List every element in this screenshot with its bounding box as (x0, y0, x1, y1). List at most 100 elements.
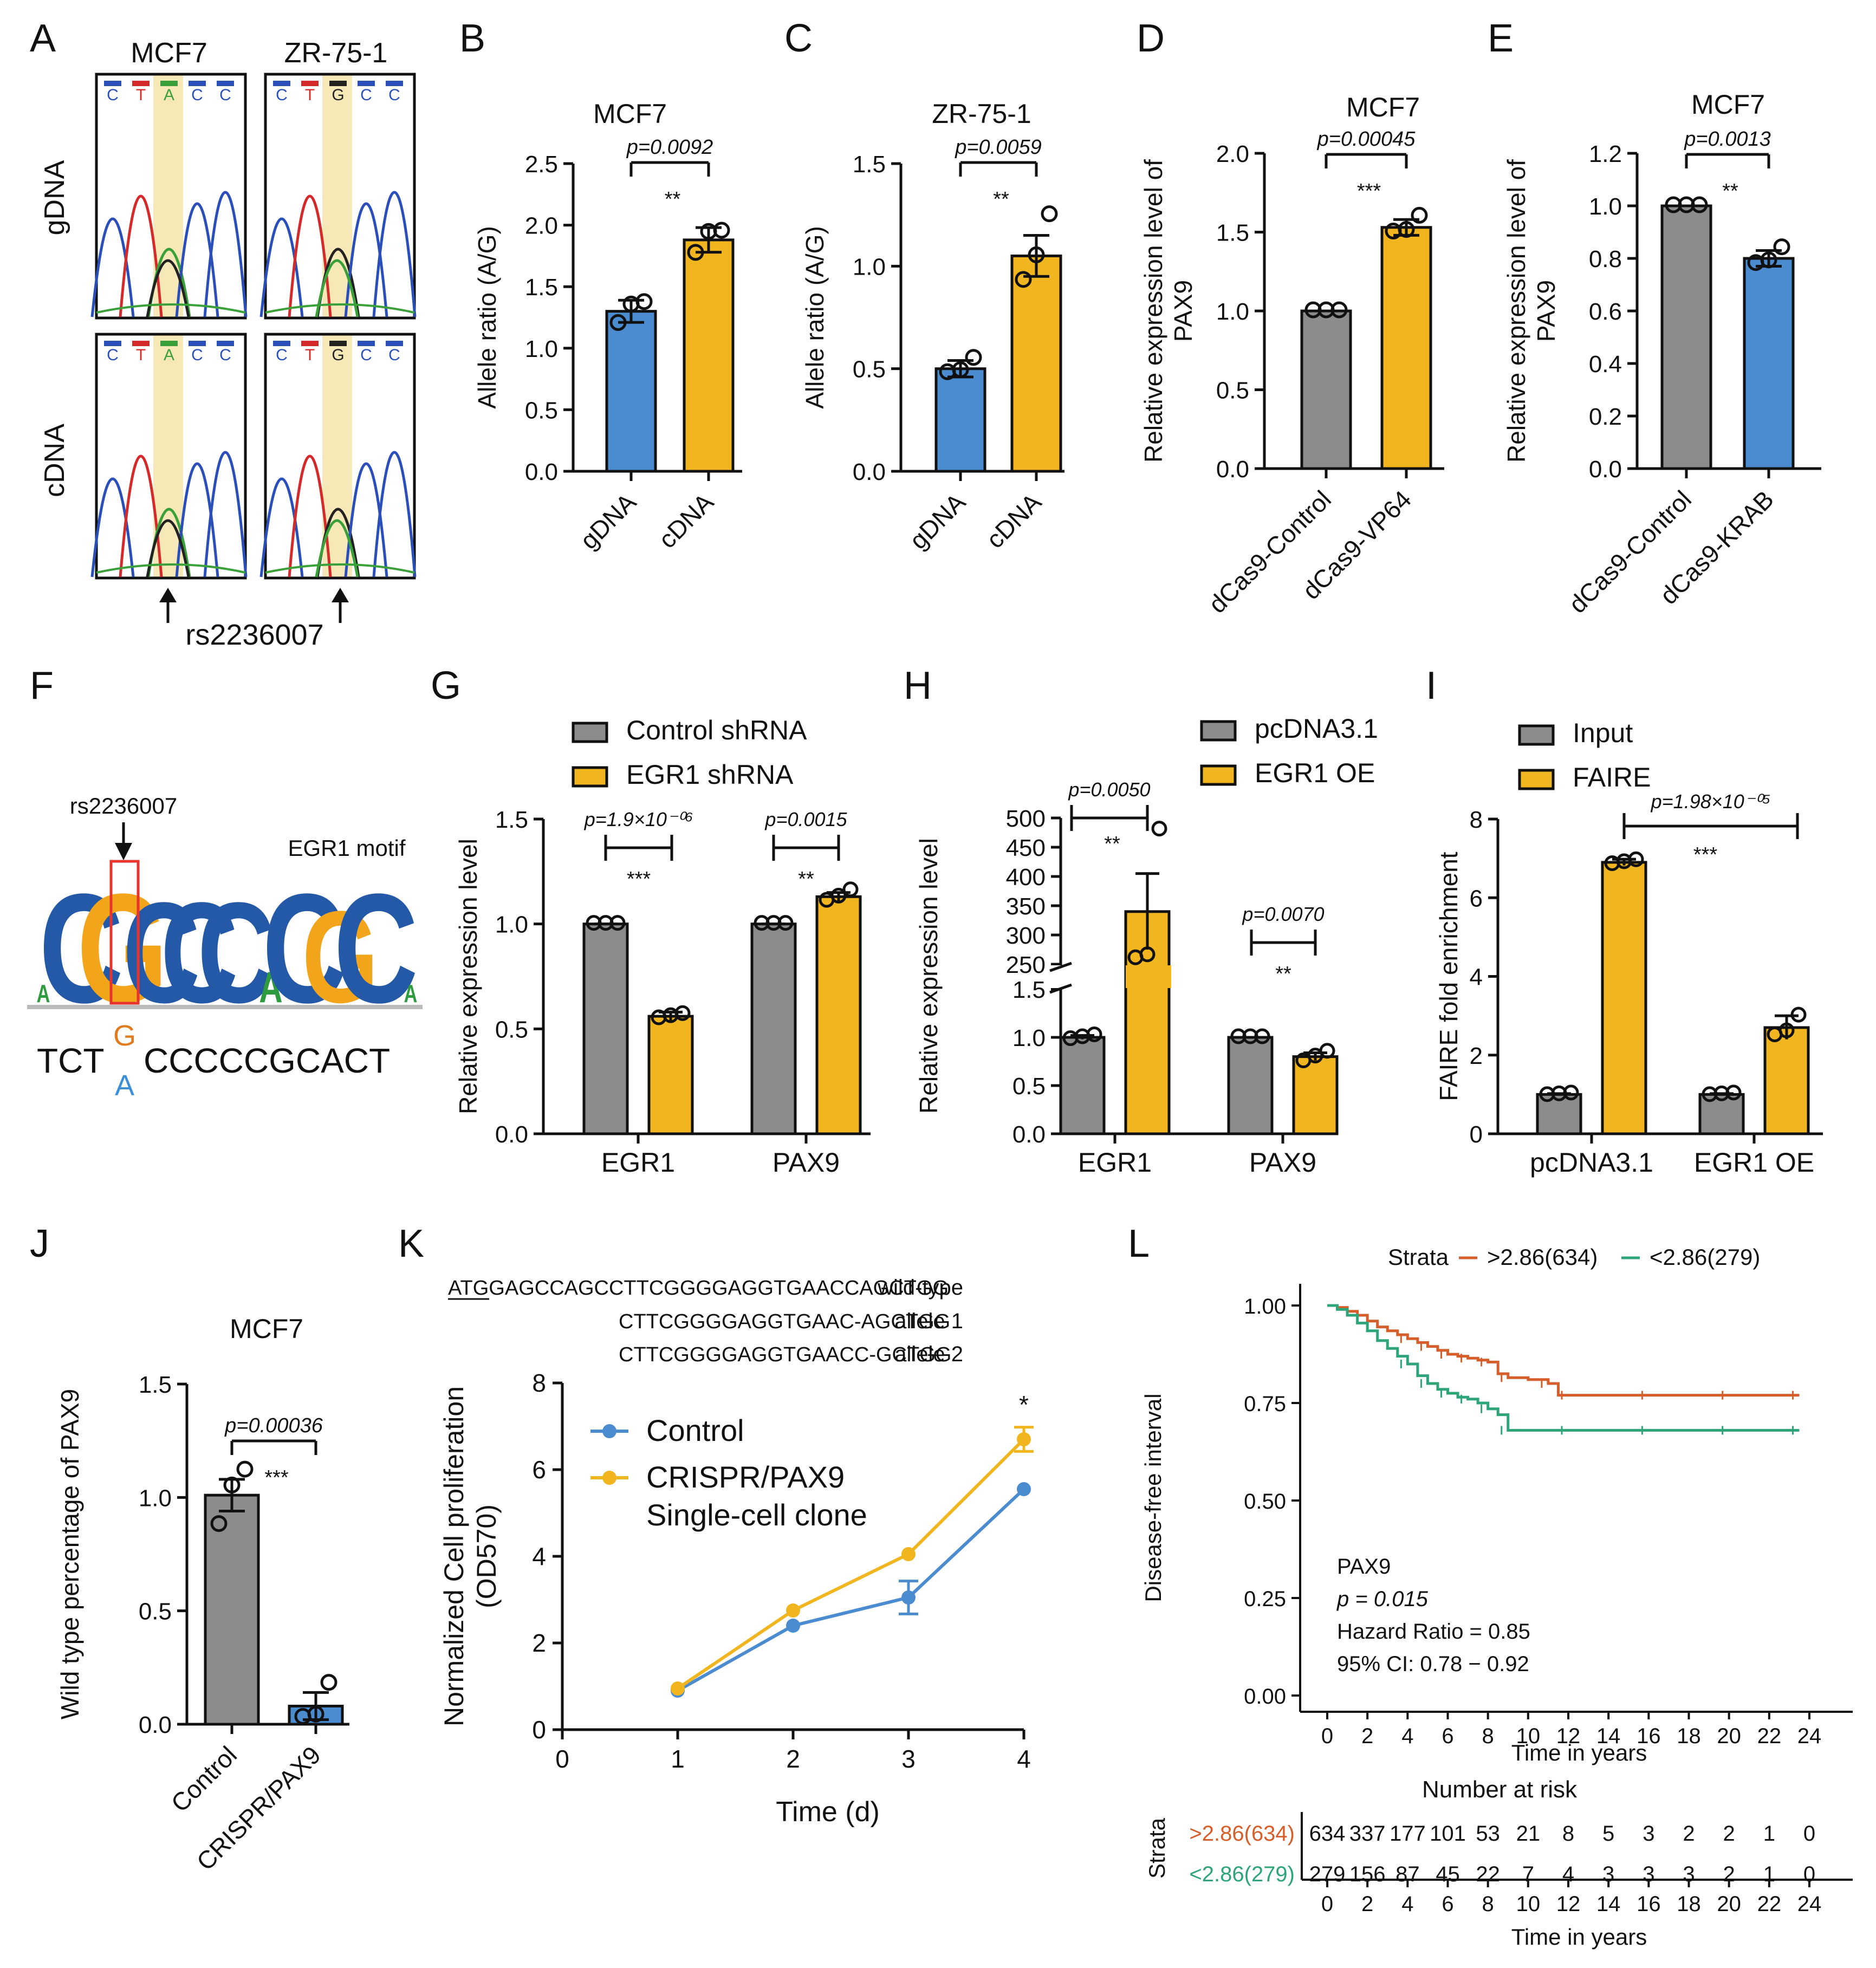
bar-cdna (683, 238, 735, 473)
x-tick-label: 24 (1797, 1724, 1822, 1748)
logo-baseline (27, 1005, 423, 1009)
risk-count: 4 (1562, 1862, 1574, 1886)
trace-peak-c (259, 477, 304, 577)
bar-pcdna3-1 (1227, 1036, 1274, 1135)
data-point (1041, 205, 1058, 223)
y-axis-label: FAIRE fold enrichment (1434, 852, 1463, 1101)
significance-stars: ** (1722, 180, 1738, 203)
base-quality-bar (217, 341, 234, 346)
risk-x-tick-label: 10 (1516, 1892, 1541, 1916)
legend-label-crispr: CRISPR/PAX9 (646, 1460, 845, 1494)
trace-peak-c (344, 462, 388, 577)
base-call: T (136, 86, 146, 104)
base-call: T (136, 346, 146, 364)
data-point (1398, 221, 1415, 238)
y-tick-label: 300 (1006, 923, 1046, 949)
y-tick-label: 1.0 (1216, 298, 1249, 325)
x-axis-label: Time (d) (776, 1796, 880, 1828)
legend-label-control: Control (646, 1413, 744, 1447)
bar-pcdna3-1 (1059, 1036, 1106, 1135)
data-point (1028, 246, 1045, 263)
base-call: C (219, 346, 231, 364)
data-point (236, 1460, 254, 1478)
risk-table-ylabel: Strata (1144, 1817, 1170, 1879)
bar-egr1-shrna (647, 1015, 694, 1135)
data-point (320, 1674, 337, 1691)
risk-count: 2 (1723, 1822, 1735, 1846)
bar-control-shrna (750, 923, 797, 1135)
trace-baseline (265, 303, 415, 314)
y-tick-label: 2.0 (1216, 141, 1249, 167)
data-point (687, 244, 704, 261)
legend-marker (602, 1471, 616, 1485)
risk-count: 3 (1683, 1862, 1695, 1886)
data-point (777, 915, 794, 931)
x-axis-label: Time in years (1511, 1740, 1647, 1765)
trace-baseline (96, 303, 246, 314)
p-value-label: p=0.0050 (1068, 778, 1150, 801)
bar-faire (1601, 861, 1647, 1135)
panel-letter-d: D (1137, 17, 1165, 60)
chart-title: MCF7 (1691, 89, 1765, 120)
bar-control (204, 1493, 260, 1726)
panel-letter-f: F (30, 664, 54, 707)
col-title-mcf7: MCF7 (131, 37, 207, 69)
data-point (1778, 1022, 1795, 1038)
data-point (1411, 206, 1428, 224)
risk-x-tick-label: 2 (1361, 1892, 1373, 1916)
panel-letter-b: B (459, 17, 485, 60)
base-call: C (191, 86, 203, 104)
data-point (842, 881, 859, 898)
chart-title: MCF7 (230, 1314, 303, 1344)
x-tick-label: 4 (1401, 1724, 1413, 1748)
x-tick-label: EGR1 (601, 1147, 675, 1178)
snp-label: rs2236007 (185, 619, 323, 651)
bar-control-shrna (582, 923, 629, 1135)
y-tick-label: 1.5 (139, 1372, 172, 1398)
col-title-zr75: ZR-75-1 (284, 37, 388, 69)
significance-stars: ** (798, 868, 814, 891)
y-tick-label: 1.0 (853, 254, 886, 280)
risk-x-tick-label: 18 (1677, 1892, 1701, 1916)
data-point (1319, 1043, 1335, 1059)
data-point (1139, 946, 1156, 963)
y-tick-label: 450 (1006, 835, 1046, 861)
legend-swatch (1200, 720, 1237, 742)
trace-peak-c (203, 191, 248, 317)
logo-letter-a: A (259, 964, 283, 1012)
row-label-gdna: gDNA (39, 160, 70, 235)
risk-count: 1 (1763, 1862, 1775, 1886)
bar-egr1-shrna (815, 895, 862, 1135)
legend-title: Strata (1388, 1244, 1449, 1270)
base-call: G (332, 86, 344, 104)
base-quality-bar (301, 81, 319, 86)
bar-dcas9-control (1300, 309, 1352, 470)
base-quality-bar (329, 341, 347, 346)
y-tick-label: 0 (1470, 1121, 1483, 1148)
y-tick-label: 2.5 (525, 151, 558, 178)
base-quality-bar (273, 341, 290, 346)
seq-allele-a: A (115, 1069, 134, 1102)
risk-count: 0 (1803, 1822, 1815, 1846)
x-tick-label: 8 (1482, 1724, 1494, 1748)
chromatogram-frame (264, 73, 416, 320)
seq-label-wild-type: wild-type (877, 1276, 963, 1300)
y-axis-label: Disease-free interval (1140, 1393, 1166, 1602)
seq-suffix: CCCCCGCACT (144, 1041, 390, 1080)
risk-count: 3 (1643, 1822, 1654, 1846)
chromatogram-frame (95, 333, 247, 580)
seq-allele-1: CTTCGGGGAGGTGAAC-AGCTGG (619, 1310, 950, 1333)
series-line-1 (677, 1438, 1025, 1690)
legend-label: pcDNA3.1 (1255, 713, 1378, 744)
data-point (786, 1603, 800, 1618)
x-tick-label: 12 (1556, 1724, 1581, 1748)
chart-title: MCF7 (593, 99, 667, 129)
y-tick-label: 350 (1006, 893, 1046, 920)
p-value-label: p=0.0070 (1242, 903, 1324, 925)
significance-stars: ** (665, 188, 681, 211)
legend-swatch (572, 722, 608, 743)
y-axis-label: PAX9 (1169, 280, 1197, 342)
y-tick-label: 0.0 (1216, 456, 1249, 483)
x-tick-label: 3 (901, 1745, 916, 1773)
y-tick-label: 1.0 (139, 1485, 172, 1511)
